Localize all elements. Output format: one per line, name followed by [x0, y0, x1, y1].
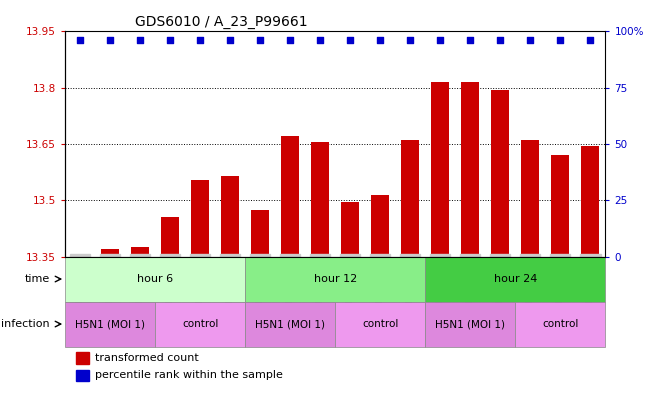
Bar	[462, 82, 479, 257]
Point	[135, 37, 145, 44]
FancyBboxPatch shape	[245, 257, 425, 301]
Point	[285, 37, 296, 44]
Text: percentile rank within the sample: percentile rank within the sample	[95, 371, 283, 380]
FancyBboxPatch shape	[155, 301, 245, 347]
Bar	[131, 247, 149, 257]
Point	[255, 37, 266, 44]
Text: H5N1 (MOI 1): H5N1 (MOI 1)	[255, 319, 326, 329]
Text: infection: infection	[1, 319, 50, 329]
Point	[525, 37, 536, 44]
Text: H5N1 (MOI 1): H5N1 (MOI 1)	[75, 319, 145, 329]
Text: hour 12: hour 12	[314, 274, 357, 284]
Bar	[521, 140, 540, 257]
Point	[465, 37, 475, 44]
Bar	[76, 353, 89, 364]
Bar	[281, 136, 299, 257]
Point	[195, 37, 206, 44]
Point	[585, 37, 596, 44]
Point	[555, 37, 566, 44]
FancyBboxPatch shape	[516, 301, 605, 347]
Bar	[191, 180, 209, 257]
FancyBboxPatch shape	[425, 257, 605, 301]
Bar	[401, 140, 419, 257]
Text: H5N1 (MOI 1): H5N1 (MOI 1)	[436, 319, 505, 329]
Point	[75, 37, 85, 44]
Bar	[551, 155, 570, 257]
FancyBboxPatch shape	[245, 301, 335, 347]
Text: time: time	[25, 274, 50, 284]
Point	[405, 37, 415, 44]
Bar	[71, 255, 89, 257]
FancyBboxPatch shape	[425, 301, 516, 347]
Bar	[76, 370, 89, 381]
Point	[495, 37, 506, 44]
Bar	[371, 195, 389, 257]
FancyBboxPatch shape	[65, 301, 155, 347]
Point	[225, 37, 236, 44]
Point	[375, 37, 385, 44]
Text: GDS6010 / A_23_P99661: GDS6010 / A_23_P99661	[135, 15, 308, 29]
Point	[315, 37, 326, 44]
Bar	[341, 202, 359, 257]
Bar	[432, 82, 449, 257]
Bar	[492, 90, 509, 257]
Point	[345, 37, 355, 44]
Point	[435, 37, 445, 44]
Bar	[101, 249, 119, 257]
FancyBboxPatch shape	[335, 301, 425, 347]
Text: control: control	[362, 319, 398, 329]
FancyBboxPatch shape	[65, 257, 245, 301]
Text: hour 24: hour 24	[493, 274, 537, 284]
Bar	[161, 217, 179, 257]
Bar	[251, 209, 270, 257]
Point	[165, 37, 175, 44]
Bar	[221, 176, 239, 257]
Bar	[581, 146, 600, 257]
Text: hour 6: hour 6	[137, 274, 173, 284]
Text: transformed count: transformed count	[95, 353, 199, 363]
Text: control: control	[542, 319, 579, 329]
Point	[105, 37, 115, 44]
Text: control: control	[182, 319, 218, 329]
Bar	[311, 142, 329, 257]
